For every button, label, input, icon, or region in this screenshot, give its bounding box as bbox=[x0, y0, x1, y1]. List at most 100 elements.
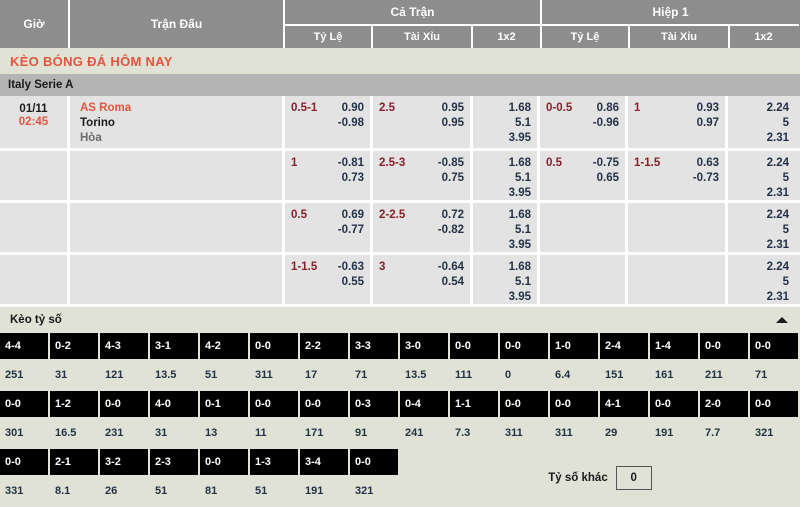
full-handicap-cell[interactable]: 0.5-1 0.90 -0.98 bbox=[285, 96, 373, 148]
correct-score-cell[interactable]: 2-0 7.7 bbox=[700, 391, 750, 449]
correct-score-odd[interactable]: 31 bbox=[150, 417, 200, 449]
full-handicap-line[interactable]: 1-1.5 bbox=[291, 261, 318, 273]
half-1x2-home[interactable]: 2.24 bbox=[766, 209, 789, 221]
draw-label[interactable]: Hòa bbox=[80, 132, 102, 144]
table-row[interactable]: 1-1.5 -0.63 0.55 3 -0.64 0.54 1.68 5.1 3… bbox=[0, 255, 800, 307]
correct-score-odd[interactable]: 31 bbox=[50, 359, 100, 391]
correct-score-cell[interactable]: 0-0 71 bbox=[750, 333, 800, 391]
correct-score-cell[interactable]: 0-1 13 bbox=[200, 391, 250, 449]
correct-score-cell[interactable]: 0-0 81 bbox=[200, 449, 250, 507]
correct-score-odd[interactable]: 211 bbox=[700, 359, 750, 391]
correct-score-cell[interactable]: 0-3 91 bbox=[350, 391, 400, 449]
correct-score-odd[interactable]: 301 bbox=[0, 417, 50, 449]
full-1x2-home[interactable]: 1.68 bbox=[508, 102, 531, 114]
correct-score-odd[interactable]: 8.1 bbox=[50, 475, 100, 507]
correct-score-cell[interactable]: 0-0 321 bbox=[350, 449, 400, 507]
half-over-odd[interactable]: 0.93 bbox=[696, 102, 719, 114]
half-1x2-cell[interactable]: 2.24 5 2.31 bbox=[728, 151, 795, 200]
half-over-odd[interactable]: 0.63 bbox=[696, 157, 719, 169]
correct-score-cell[interactable]: 0-0 211 bbox=[700, 333, 750, 391]
half-handicap-away-odd[interactable]: -0.96 bbox=[592, 117, 619, 129]
full-handicap-cell[interactable]: 1 -0.81 0.73 bbox=[285, 151, 373, 200]
correct-score-odd[interactable]: 7.3 bbox=[450, 417, 500, 449]
table-row[interactable]: 1 -0.81 0.73 2.5-3 -0.85 0.75 1.68 5.1 3… bbox=[0, 151, 800, 203]
full-handicap-cell[interactable]: 1-1.5 -0.63 0.55 bbox=[285, 255, 373, 304]
full-under-odd[interactable]: 0.95 bbox=[441, 117, 464, 129]
correct-score-odd[interactable]: 321 bbox=[350, 475, 400, 507]
full-1x2-cell[interactable]: 1.68 5.1 3.95 bbox=[473, 203, 540, 252]
correct-score-odd[interactable]: 241 bbox=[400, 417, 450, 449]
correct-score-cell[interactable]: 4-2 51 bbox=[200, 333, 250, 391]
correct-score-odd[interactable]: 161 bbox=[650, 359, 700, 391]
full-overunder-line[interactable]: 2.5 bbox=[379, 102, 395, 114]
half-handicap-cell[interactable]: 0-0.5 0.86 -0.96 bbox=[540, 96, 628, 148]
table-row[interactable]: 0.5 0.69 -0.77 2-2.5 0.72 -0.82 1.68 5.1… bbox=[0, 203, 800, 255]
full-1x2-away[interactable]: 3.95 bbox=[508, 239, 531, 251]
correct-score-odd[interactable]: 51 bbox=[250, 475, 300, 507]
half-handicap-line[interactable]: 0.5 bbox=[546, 157, 562, 169]
match-teams-cell[interactable]: AS Roma Torino Hòa bbox=[70, 96, 285, 148]
full-handicap-away-odd[interactable]: 0.55 bbox=[341, 276, 364, 288]
full-over-odd[interactable]: -0.85 bbox=[437, 157, 464, 169]
correct-score-odd[interactable]: 321 bbox=[750, 417, 800, 449]
correct-score-odd[interactable]: 7.7 bbox=[700, 417, 750, 449]
correct-score-cell[interactable]: 1-3 51 bbox=[250, 449, 300, 507]
correct-score-odd[interactable]: 6.4 bbox=[550, 359, 600, 391]
full-over-odd[interactable]: -0.64 bbox=[437, 261, 464, 273]
correct-score-cell[interactable]: 3-0 13.5 bbox=[400, 333, 450, 391]
full-1x2-cell[interactable]: 1.68 5.1 3.95 bbox=[473, 151, 540, 200]
correct-score-cell[interactable]: 2-1 8.1 bbox=[50, 449, 100, 507]
full-1x2-draw[interactable]: 5.1 bbox=[515, 276, 531, 288]
full-overunder-cell[interactable]: 2.5 0.95 0.95 bbox=[373, 96, 473, 148]
full-handicap-away-odd[interactable]: -0.77 bbox=[337, 224, 364, 236]
full-1x2-away[interactable]: 3.95 bbox=[508, 187, 531, 199]
full-over-odd[interactable]: 0.72 bbox=[441, 209, 464, 221]
correct-score-odd[interactable]: 17 bbox=[300, 359, 350, 391]
correct-score-odd[interactable]: 13 bbox=[200, 417, 250, 449]
full-1x2-cell[interactable]: 1.68 5.1 3.95 bbox=[473, 255, 540, 304]
full-under-odd[interactable]: -0.82 bbox=[437, 224, 464, 236]
correct-score-cell[interactable]: 3-4 191 bbox=[300, 449, 350, 507]
full-handicap-line[interactable]: 1 bbox=[291, 157, 298, 169]
full-under-odd[interactable]: 0.75 bbox=[441, 172, 464, 184]
table-row[interactable]: 01/11 02:45 AS Roma Torino Hòa 0.5-1 0.9… bbox=[0, 96, 800, 151]
full-1x2-draw[interactable]: 5.1 bbox=[515, 117, 531, 129]
caret-up-icon[interactable] bbox=[776, 317, 788, 323]
correct-score-cell[interactable]: 0-0 311 bbox=[250, 333, 300, 391]
half-1x2-away[interactable]: 2.31 bbox=[766, 291, 789, 303]
half-overunder-line[interactable]: 1 bbox=[634, 102, 641, 114]
full-overunder-line[interactable]: 2.5-3 bbox=[379, 157, 406, 169]
correct-score-odd[interactable]: 311 bbox=[250, 359, 300, 391]
correct-score-odd[interactable]: 29 bbox=[600, 417, 650, 449]
full-1x2-home[interactable]: 1.68 bbox=[508, 209, 531, 221]
correct-score-cell[interactable]: 0-0 11 bbox=[250, 391, 300, 449]
full-1x2-home[interactable]: 1.68 bbox=[508, 261, 531, 273]
correct-score-cell[interactable]: 0-0 321 bbox=[750, 391, 800, 449]
correct-score-odd[interactable]: 13.5 bbox=[400, 359, 450, 391]
half-handicap-home-odd[interactable]: 0.86 bbox=[596, 102, 619, 114]
correct-score-odd[interactable]: 171 bbox=[300, 417, 350, 449]
half-1x2-away[interactable]: 2.31 bbox=[766, 132, 789, 144]
half-handicap-line[interactable]: 0-0.5 bbox=[546, 102, 573, 114]
full-overunder-line[interactable]: 3 bbox=[379, 261, 386, 273]
correct-score-odd[interactable]: 71 bbox=[750, 359, 800, 391]
correct-score-odd[interactable]: 251 bbox=[0, 359, 50, 391]
full-1x2-home[interactable]: 1.68 bbox=[508, 157, 531, 169]
correct-score-odd[interactable]: 111 bbox=[450, 359, 500, 391]
correct-score-cell[interactable]: 0-0 231 bbox=[100, 391, 150, 449]
half-1x2-draw[interactable]: 5 bbox=[782, 172, 789, 184]
full-1x2-draw[interactable]: 5.1 bbox=[515, 172, 531, 184]
correct-score-odd[interactable]: 0 bbox=[500, 359, 550, 391]
home-team-name[interactable]: AS Roma bbox=[80, 102, 132, 114]
other-score-value[interactable]: 0 bbox=[615, 466, 652, 490]
correct-score-cell[interactable]: 0-0 311 bbox=[550, 391, 600, 449]
correct-score-cell[interactable]: 0-0 311 bbox=[500, 391, 550, 449]
correct-score-cell[interactable]: 0-4 241 bbox=[400, 391, 450, 449]
correct-score-cell[interactable]: 0-2 31 bbox=[50, 333, 100, 391]
correct-score-odd[interactable]: 51 bbox=[150, 475, 200, 507]
correct-score-cell[interactable]: 0-0 0 bbox=[500, 333, 550, 391]
full-1x2-cell[interactable]: 1.68 5.1 3.95 bbox=[473, 96, 540, 148]
correct-score-cell[interactable]: 0-0 301 bbox=[0, 391, 50, 449]
correct-score-cell[interactable]: 0-0 191 bbox=[650, 391, 700, 449]
correct-score-odd[interactable]: 311 bbox=[550, 417, 600, 449]
